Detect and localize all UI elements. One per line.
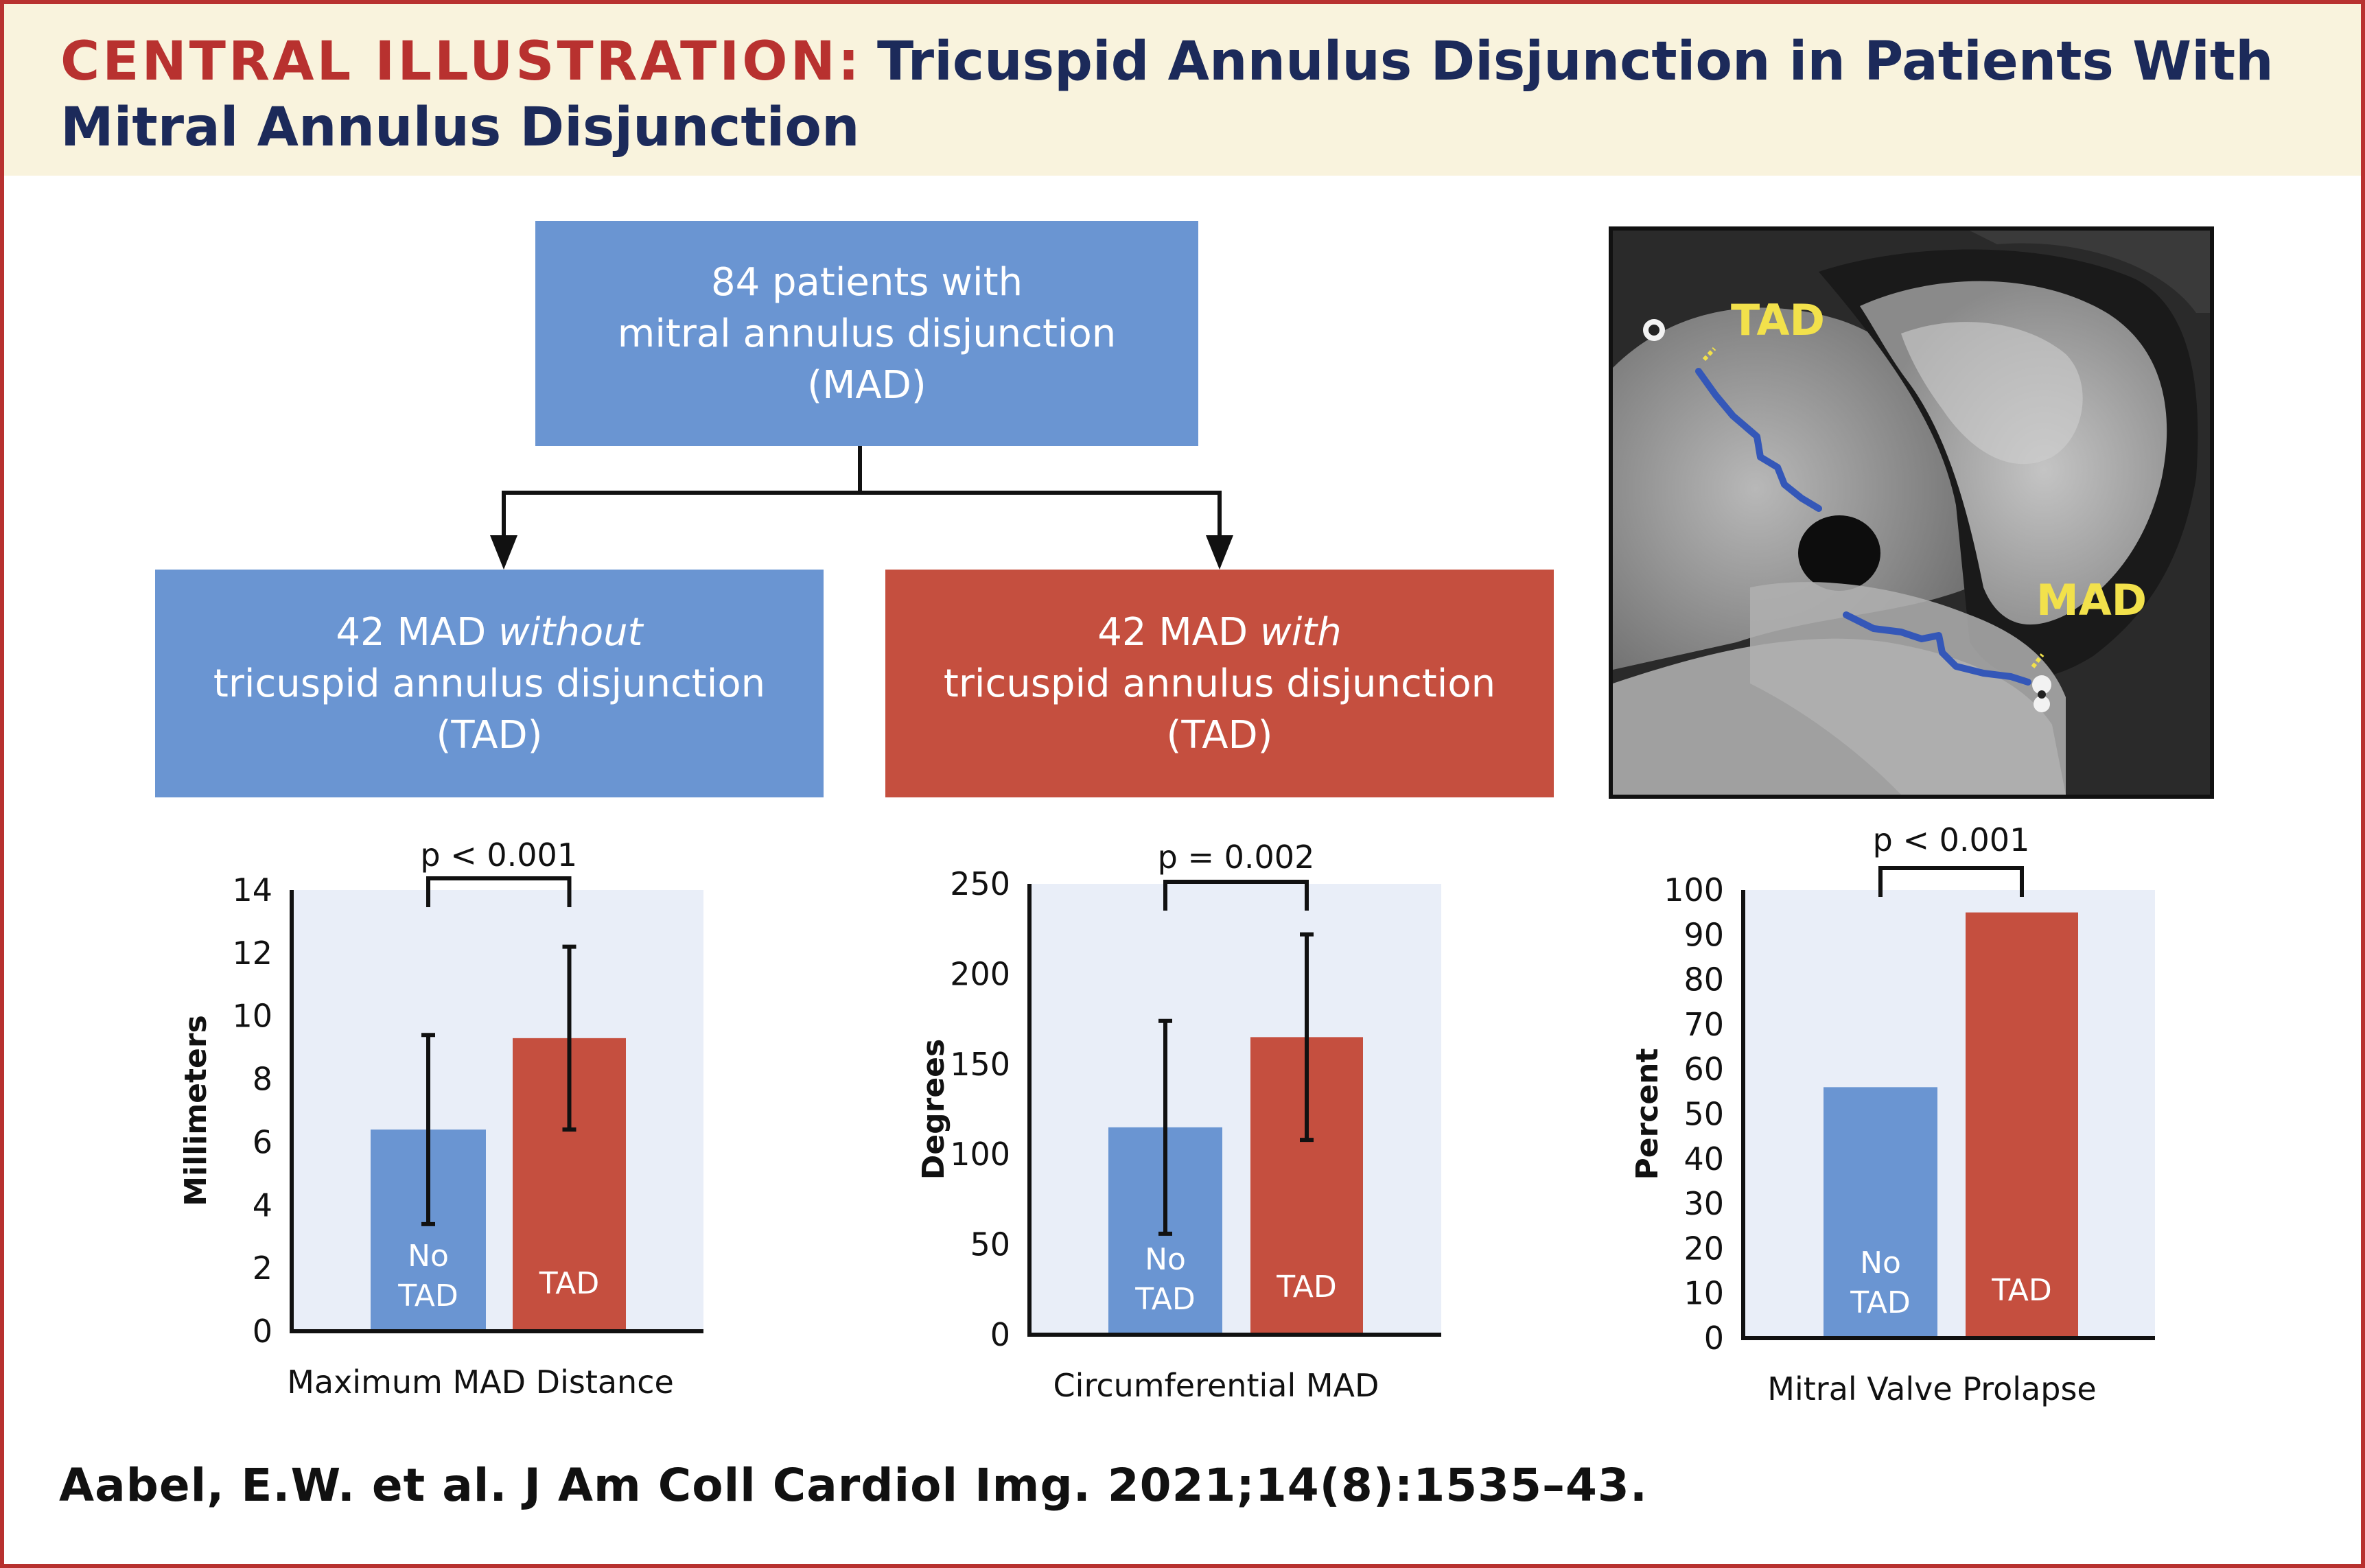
mri-image: TAD MAD [1609,226,2214,799]
left-box-line-2: tricuspid annulus disjunction [213,661,766,706]
right-box-line-2: tricuspid annulus disjunction [943,661,1496,706]
top-box-line-3: (MAD) [807,362,927,408]
left-box-emph: without [498,609,643,655]
right-box-prefix: 42 MAD [1097,609,1260,655]
mri-label-mad: MAD [2036,575,2147,625]
mitral-annulus-trace [1843,611,2031,686]
left-box: 42 MAD without tricuspid annulus disjunc… [155,570,824,797]
title-text: Tricuspid Annulus Disjunction in Patient… [60,31,2274,159]
right-box: 42 MAD with tricuspid annulus disjunctio… [885,570,1554,797]
left-box-line-3: (TAD) [436,712,543,758]
right-box-line-3: (TAD) [1166,712,1273,758]
title-lead: CENTRAL ILLUSTRATION: [60,31,863,93]
tricuspid-annulus-trace [1695,368,1822,512]
left-box-prefix: 42 MAD [336,609,499,655]
top-box: 84 patients with mitral annulus disjunct… [535,221,1198,446]
right-box-emph: with [1259,609,1342,655]
page-title: CENTRAL ILLUSTRATION: Tricuspid Annulus D… [60,29,2325,161]
top-box-line-2: mitral annulus disjunction [617,311,1117,356]
header-band: CENTRAL ILLUSTRATION: Tricuspid Annulus D… [4,4,2361,176]
mri-label-tad: TAD [1731,295,1825,345]
citation: Aabel, E.W. et al. J Am Coll Cardiol Img… [59,1459,1648,1512]
top-box-line-1: 84 patients with [710,259,1023,305]
